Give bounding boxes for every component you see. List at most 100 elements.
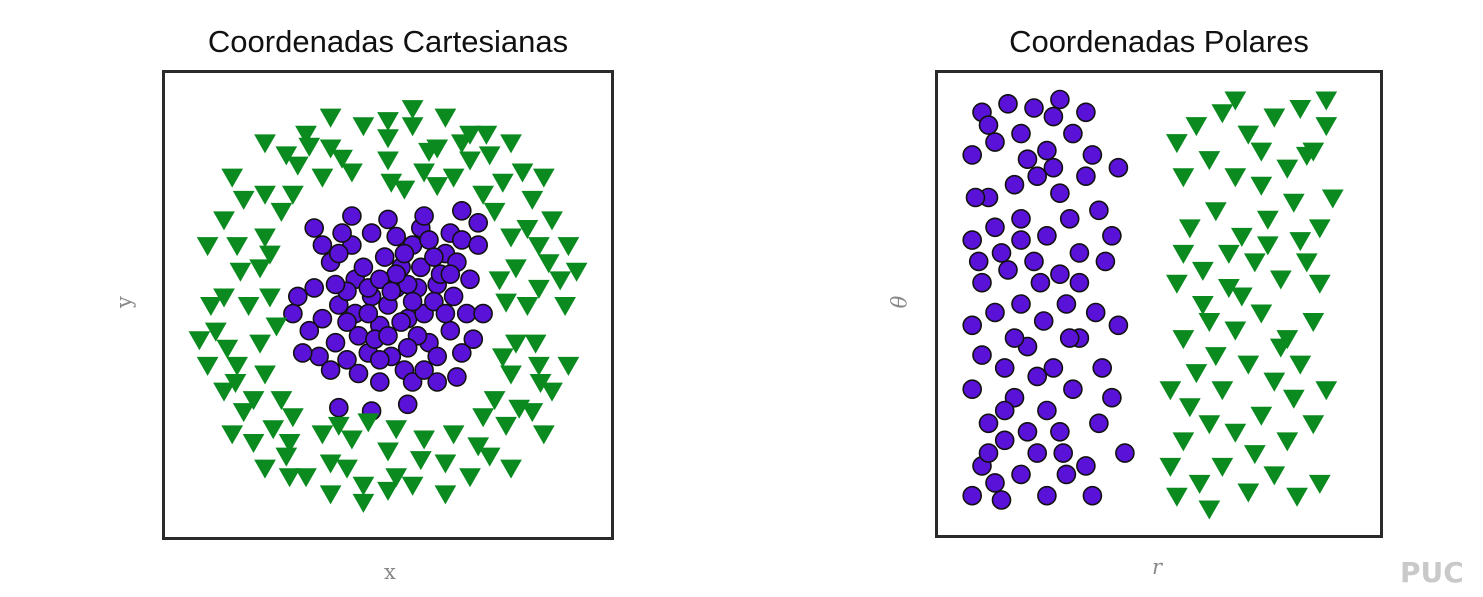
circle-marker-1-56 xyxy=(1102,387,1122,408)
triangle-marker-0-76 xyxy=(377,442,399,462)
circle-marker-0-56 xyxy=(460,269,480,290)
circle-marker-1-28 xyxy=(1011,209,1031,229)
triangle-marker-0-94 xyxy=(265,317,288,337)
circle-marker-0-89 xyxy=(358,303,379,324)
triangle-marker-0-84 xyxy=(434,485,457,505)
triangle-marker-1-60 xyxy=(1243,445,1266,465)
y-axis-label-polar: θ xyxy=(887,295,912,309)
circle-marker-1-6 xyxy=(978,413,999,434)
triangle-marker-0-35 xyxy=(249,334,271,354)
triangle-marker-0-50 xyxy=(311,168,334,188)
circle-marker-0-78 xyxy=(414,206,434,226)
triangle-marker-1-31 xyxy=(1295,253,1318,273)
triangle-marker-1-9 xyxy=(1224,423,1247,443)
triangle-marker-1-40 xyxy=(1224,168,1247,188)
triangle-marker-1-68 xyxy=(1289,232,1312,252)
triangle-marker-0-117 xyxy=(511,163,534,183)
triangle-marker-0-82 xyxy=(319,108,342,128)
x-axis-label-polar: r xyxy=(1152,555,1163,579)
triangle-marker-1-21 xyxy=(1198,313,1221,333)
triangle-marker-0-96 xyxy=(357,413,380,433)
circle-marker-0-60 xyxy=(440,264,461,284)
circle-marker-0-29 xyxy=(353,257,374,278)
watermark-logo: PUC xyxy=(1400,556,1464,589)
triangle-marker-0-91 xyxy=(275,447,298,467)
circle-marker-1-40 xyxy=(1063,123,1083,144)
triangle-marker-1-66 xyxy=(1224,91,1247,111)
circle-marker-1-65 xyxy=(1017,421,1038,442)
circle-marker-1-52 xyxy=(1082,485,1103,506)
triangle-marker-0-40 xyxy=(341,430,363,450)
circle-marker-1-12 xyxy=(994,358,1015,378)
triangle-marker-0-121 xyxy=(495,293,517,313)
triangle-marker-0-59 xyxy=(221,425,244,445)
circle-marker-0-40 xyxy=(332,223,352,243)
triangle-marker-0-95 xyxy=(393,180,416,200)
triangle-marker-0-72 xyxy=(377,481,399,501)
triangle-marker-1-11 xyxy=(1276,432,1299,452)
triangle-marker-0-118 xyxy=(242,433,265,453)
circle-marker-0-41 xyxy=(456,303,477,324)
circle-marker-1-3 xyxy=(994,430,1015,451)
circle-marker-1-26 xyxy=(962,230,983,250)
triangle-marker-1-33 xyxy=(1204,202,1227,222)
plot-area-polar xyxy=(935,70,1383,538)
triangle-marker-1-65 xyxy=(1315,91,1338,111)
triangle-marker-0-21 xyxy=(278,433,301,453)
triangle-marker-1-6 xyxy=(1308,474,1331,494)
triangle-marker-0-5 xyxy=(262,420,285,440)
triangle-marker-1-23 xyxy=(1250,304,1273,324)
circle-marker-0-79 xyxy=(342,206,362,226)
circle-marker-1-79 xyxy=(1053,443,1073,463)
circle-marker-1-74 xyxy=(1059,328,1080,348)
circle-marker-1-53 xyxy=(1108,157,1129,178)
triangle-marker-0-51 xyxy=(311,425,334,445)
triangle-marker-0-83 xyxy=(319,485,342,505)
triangle-marker-1-63 xyxy=(1166,134,1188,154)
circle-marker-0-55 xyxy=(320,360,341,380)
triangle-marker-0-23 xyxy=(352,117,375,137)
circle-marker-1-25 xyxy=(1069,243,1090,263)
circle-marker-0-64 xyxy=(435,303,456,324)
circle-marker-0-84 xyxy=(463,329,484,350)
circle-marker-1-75 xyxy=(1027,366,1047,387)
triangle-marker-0-69 xyxy=(554,297,576,317)
plot-area-cartesian xyxy=(162,70,614,540)
triangle-marker-1-62 xyxy=(1295,146,1318,166)
triangle-marker-0-116 xyxy=(278,468,301,488)
triangle-marker-0-12 xyxy=(319,454,342,474)
triangle-marker-1-10 xyxy=(1250,406,1273,426)
triangle-marker-0-113 xyxy=(565,262,588,282)
triangle-marker-0-114 xyxy=(188,331,211,351)
circle-marker-1-63 xyxy=(1004,328,1025,348)
circle-marker-1-37 xyxy=(985,132,1005,152)
circle-marker-0-70 xyxy=(292,343,313,363)
triangle-marker-0-105 xyxy=(426,177,449,197)
circle-marker-0-48 xyxy=(325,274,346,295)
circle-marker-0-49 xyxy=(386,264,406,284)
circle-marker-0-50 xyxy=(419,230,439,250)
triangle-marker-0-104 xyxy=(216,339,239,359)
circle-marker-1-70 xyxy=(965,187,986,208)
triangle-marker-0-109 xyxy=(450,134,473,154)
triangle-marker-0-34 xyxy=(249,259,271,279)
circle-marker-1-8 xyxy=(1004,387,1025,408)
circle-marker-0-66 xyxy=(402,291,423,312)
triangle-marker-0-10 xyxy=(226,237,248,257)
triangle-marker-0-124 xyxy=(385,420,408,440)
circle-marker-1-29 xyxy=(1037,226,1057,246)
circle-marker-0-23 xyxy=(337,349,357,370)
circle-marker-0-73 xyxy=(451,230,472,250)
triangle-marker-0-19 xyxy=(467,437,490,457)
circle-marker-0-46 xyxy=(370,372,390,392)
triangle-marker-1-5 xyxy=(1286,487,1308,507)
triangle-marker-0-29 xyxy=(483,202,506,222)
circle-marker-0-52 xyxy=(391,312,411,332)
circle-marker-0-22 xyxy=(427,346,448,367)
circle-marker-1-48 xyxy=(1085,302,1106,323)
triangle-marker-0-115 xyxy=(475,125,498,145)
circle-marker-0-77 xyxy=(397,394,418,415)
circle-marker-1-23 xyxy=(1024,251,1044,272)
triangle-marker-0-119 xyxy=(401,100,424,120)
scatter-plot-polar xyxy=(962,89,1344,520)
